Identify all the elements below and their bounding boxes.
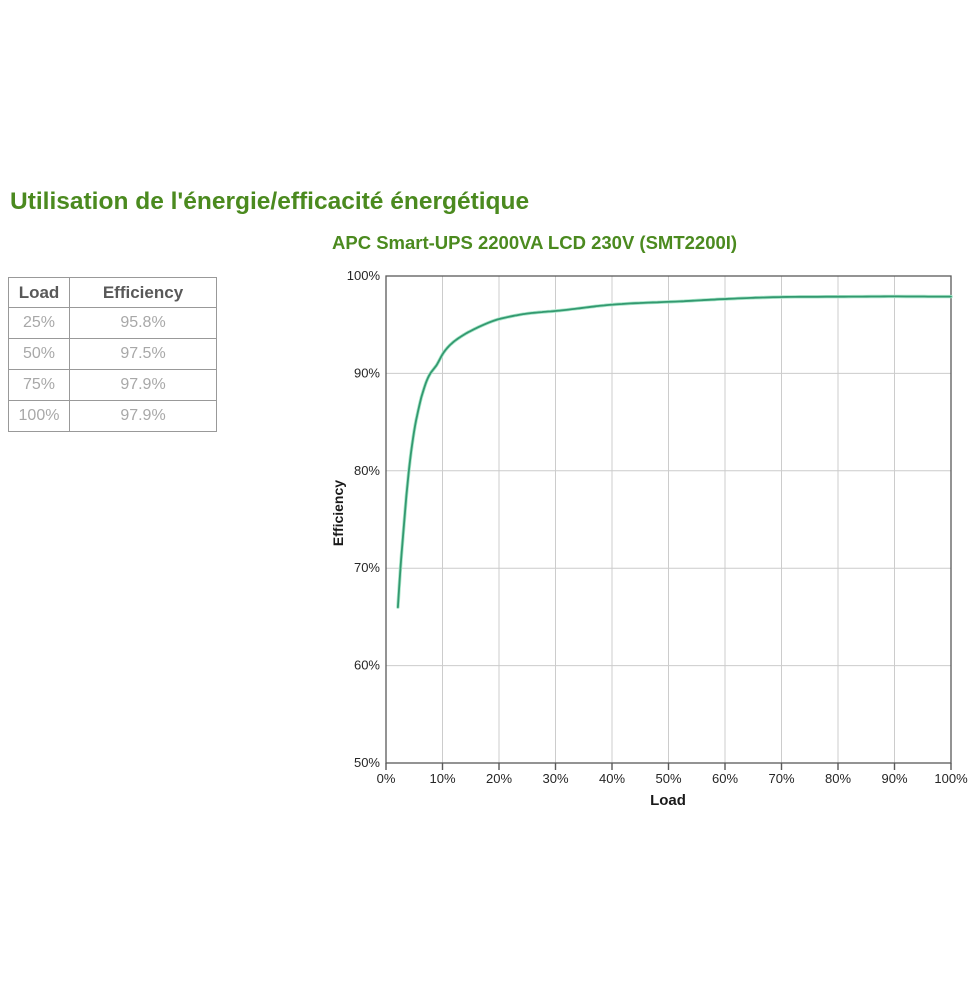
svg-text:20%: 20% [486,771,512,786]
svg-text:0%: 0% [377,771,396,786]
svg-text:90%: 90% [354,365,380,380]
svg-text:60%: 60% [354,658,380,673]
svg-text:10%: 10% [429,771,455,786]
svg-text:60%: 60% [712,771,738,786]
svg-text:80%: 80% [354,463,380,478]
svg-text:30%: 30% [542,771,568,786]
svg-text:80%: 80% [825,771,851,786]
svg-text:Load: Load [650,792,686,809]
svg-text:100%: 100% [934,771,968,786]
svg-text:70%: 70% [768,771,794,786]
svg-text:100%: 100% [347,268,381,283]
svg-text:40%: 40% [599,771,625,786]
svg-text:50%: 50% [655,771,681,786]
svg-text:Efficiency: Efficiency [330,480,346,546]
svg-text:90%: 90% [881,771,907,786]
svg-text:50%: 50% [354,755,380,770]
svg-text:70%: 70% [354,560,380,575]
